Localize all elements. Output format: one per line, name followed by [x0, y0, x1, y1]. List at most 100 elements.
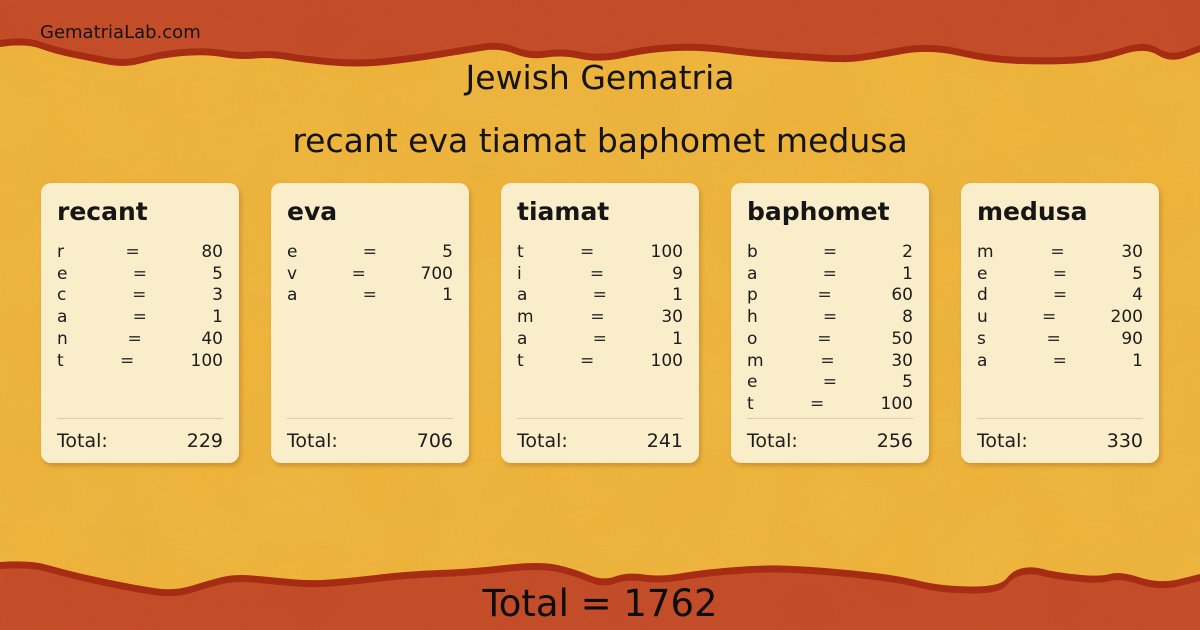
- value-cell: 100: [650, 350, 683, 371]
- letter-cell: v: [287, 263, 298, 284]
- equals-sign: =: [125, 242, 140, 262]
- card-total-row: Total: 330: [977, 430, 1143, 453]
- letter-cell: n: [57, 328, 68, 349]
- value-cell: 50: [891, 328, 913, 349]
- equals-sign: =: [589, 263, 605, 284]
- letter-cell: a: [977, 350, 988, 371]
- equals-sign: =: [579, 350, 595, 371]
- value-cell: 1: [442, 285, 453, 306]
- equals-sign: =: [1052, 263, 1067, 284]
- card-footer: Total: 256: [747, 418, 913, 453]
- letter-row: a = 1: [747, 264, 913, 286]
- letter-row: a = 1: [977, 351, 1143, 373]
- value-cell: 1: [672, 285, 683, 306]
- divider-line: [747, 418, 913, 419]
- letter-row: n = 40: [57, 329, 223, 351]
- letter-cell: e: [287, 242, 298, 262]
- value-cell: 100: [190, 350, 223, 371]
- divider-line: [287, 418, 453, 419]
- card-word-title: recant: [57, 197, 148, 226]
- value-cell: 200: [1110, 307, 1143, 328]
- equals-sign: =: [590, 307, 605, 328]
- letter-row: u = 200: [977, 307, 1143, 329]
- letter-row: r = 80: [57, 242, 223, 264]
- equals-sign: =: [362, 242, 377, 262]
- equals-sign: =: [132, 285, 147, 306]
- letter-cell: b: [747, 242, 758, 262]
- divider-line: [57, 418, 223, 419]
- card-total-row: Total: 256: [747, 430, 913, 453]
- letter-rows: t = 100 i = 9 a = 1 m = 30 a = 1 t = 100: [517, 242, 683, 372]
- letter-cell: u: [977, 307, 988, 328]
- letter-cell: d: [977, 285, 988, 306]
- letter-row: i = 9: [517, 264, 683, 286]
- equals-sign: =: [1042, 307, 1057, 328]
- letter-cell: e: [747, 372, 758, 393]
- total-label: Total:: [747, 430, 798, 452]
- page-title: Jewish Gematria: [465, 58, 735, 97]
- divider-line: [977, 418, 1143, 419]
- total-value: 330: [1106, 430, 1143, 452]
- value-cell: 2: [902, 242, 913, 262]
- card-word-title: medusa: [977, 197, 1088, 226]
- letter-row: t = 100: [57, 351, 223, 373]
- value-cell: 100: [880, 393, 913, 414]
- value-cell: 1: [672, 328, 683, 349]
- letter-row: d = 4: [977, 285, 1143, 307]
- letter-row: s = 90: [977, 329, 1143, 351]
- letter-row: a = 1: [57, 307, 223, 329]
- letter-rows: r = 80 e = 5 c = 3 a = 1 n = 40 t = 100: [57, 242, 223, 372]
- letter-cell: c: [57, 285, 67, 306]
- equals-sign: =: [127, 328, 142, 349]
- total-value: 241: [646, 430, 683, 452]
- equals-sign: =: [817, 285, 832, 306]
- letter-cell: a: [57, 307, 68, 328]
- letter-cell: t: [57, 350, 64, 371]
- equals-sign: =: [362, 285, 377, 306]
- letter-cell: a: [287, 285, 298, 306]
- value-cell: 1: [1132, 350, 1143, 371]
- letter-cell: a: [747, 263, 758, 284]
- equals-sign: =: [592, 285, 607, 306]
- total-label: Total:: [287, 430, 338, 452]
- letter-row: e = 5: [747, 372, 913, 394]
- card-footer: Total: 241: [517, 418, 683, 453]
- letter-row: e = 5: [57, 264, 223, 286]
- letter-cell: o: [747, 328, 758, 349]
- equals-sign: =: [822, 242, 838, 262]
- total-value: 256: [876, 430, 913, 452]
- value-cell: 5: [442, 242, 453, 262]
- card-total-row: Total: 229: [57, 430, 223, 453]
- value-cell: 60: [891, 285, 913, 306]
- value-cell: 30: [661, 307, 683, 328]
- equals-sign: =: [822, 307, 838, 328]
- letter-cell: r: [57, 242, 64, 262]
- letter-cell: t: [517, 350, 524, 371]
- letter-cell: e: [977, 263, 988, 284]
- card-word-title: eva: [287, 197, 338, 226]
- letter-row: t = 100: [517, 242, 683, 264]
- card-word-title: baphomet: [747, 197, 890, 226]
- word-card: medusa m = 30 e = 5 d = 4 u = 200 s = 90 a = 1 Total: 330: [961, 183, 1159, 463]
- total-value: 229: [186, 430, 223, 452]
- equals-sign: =: [820, 350, 835, 371]
- total-label: Total:: [977, 430, 1028, 452]
- letter-row: b = 2: [747, 242, 913, 264]
- word-card: tiamat t = 100 i = 9 a = 1 m = 30 a = 1 t = 100 Total: 24…: [501, 183, 699, 463]
- letter-cell: a: [517, 285, 528, 306]
- word-cards-row: recant r = 80 e = 5 c = 3 a = 1 n = 40 t = 100 Total: 229…: [41, 183, 1159, 463]
- letter-row: p = 60: [747, 285, 913, 307]
- card-footer: Total: 706: [287, 418, 453, 453]
- equals-sign: =: [132, 263, 147, 284]
- letter-row: m = 30: [747, 351, 913, 373]
- brand-text: GematriaLab.com: [40, 22, 201, 43]
- letter-cell: m: [747, 350, 764, 371]
- value-cell: 100: [650, 242, 683, 262]
- value-cell: 700: [420, 263, 453, 284]
- letter-cell: s: [977, 328, 986, 349]
- word-card: baphomet b = 2 a = 1 p = 60 h = 8 o = 50 m = 30 e = 5 t = 100 T…: [731, 183, 929, 463]
- equals-sign: =: [809, 393, 825, 414]
- letter-cell: h: [747, 307, 758, 328]
- value-cell: 30: [1121, 242, 1143, 262]
- value-cell: 3: [212, 285, 223, 306]
